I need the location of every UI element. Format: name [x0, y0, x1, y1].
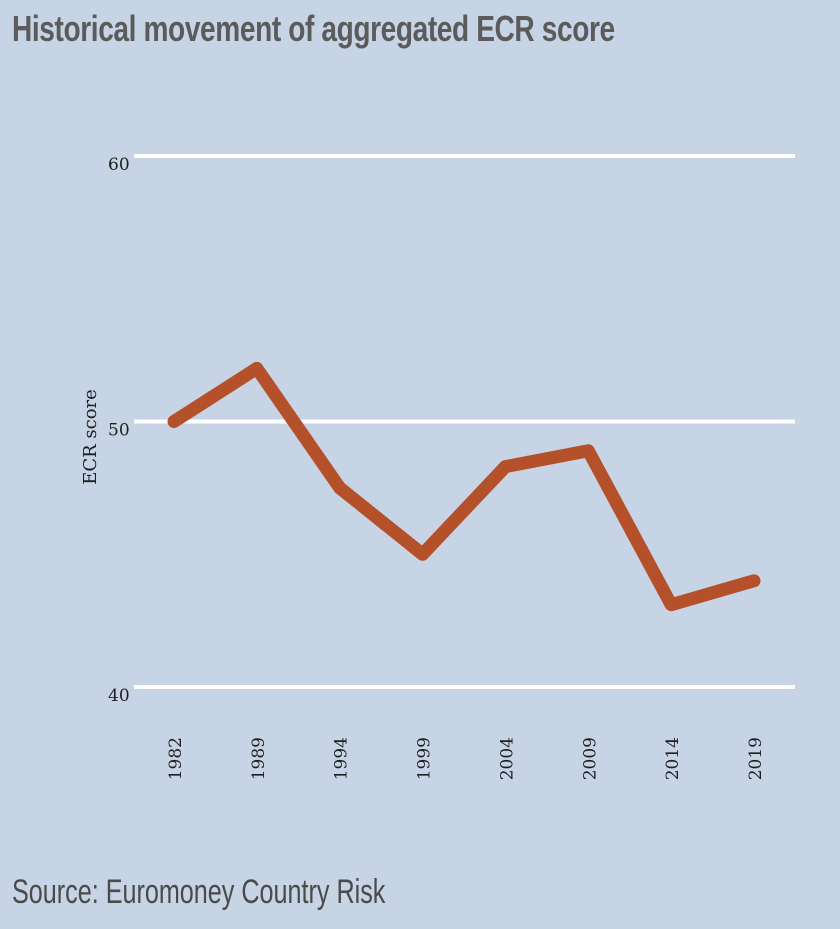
x-tick-label: 1989: [249, 737, 269, 780]
series-layer: [167, 361, 761, 612]
y-axis-ticks: 40 50 60: [108, 155, 130, 706]
chart-title: Historical movement of aggregated ECR sc…: [12, 8, 615, 49]
y-tick-label: 60: [108, 155, 130, 175]
x-axis-ticks: 1982 1989 1994 1999 2004 2009 2014 2019: [166, 737, 766, 780]
series-line: [167, 361, 761, 612]
x-tick-label: 2004: [497, 737, 517, 780]
source-note: Source: Euromoney Country Risk: [12, 873, 386, 911]
gridlines: [134, 154, 795, 689]
x-tick-label: 1982: [166, 737, 186, 780]
y-tick-label: 40: [108, 686, 130, 706]
x-tick-label: 1994: [332, 737, 352, 780]
x-tick-label: 2014: [663, 737, 683, 780]
y-tick-label: 50: [108, 421, 130, 441]
x-tick-label: 1999: [415, 737, 435, 780]
x-tick-label: 2019: [746, 737, 766, 780]
y-axis-label: ECR score: [80, 389, 101, 485]
x-tick-label: 2009: [580, 737, 600, 780]
